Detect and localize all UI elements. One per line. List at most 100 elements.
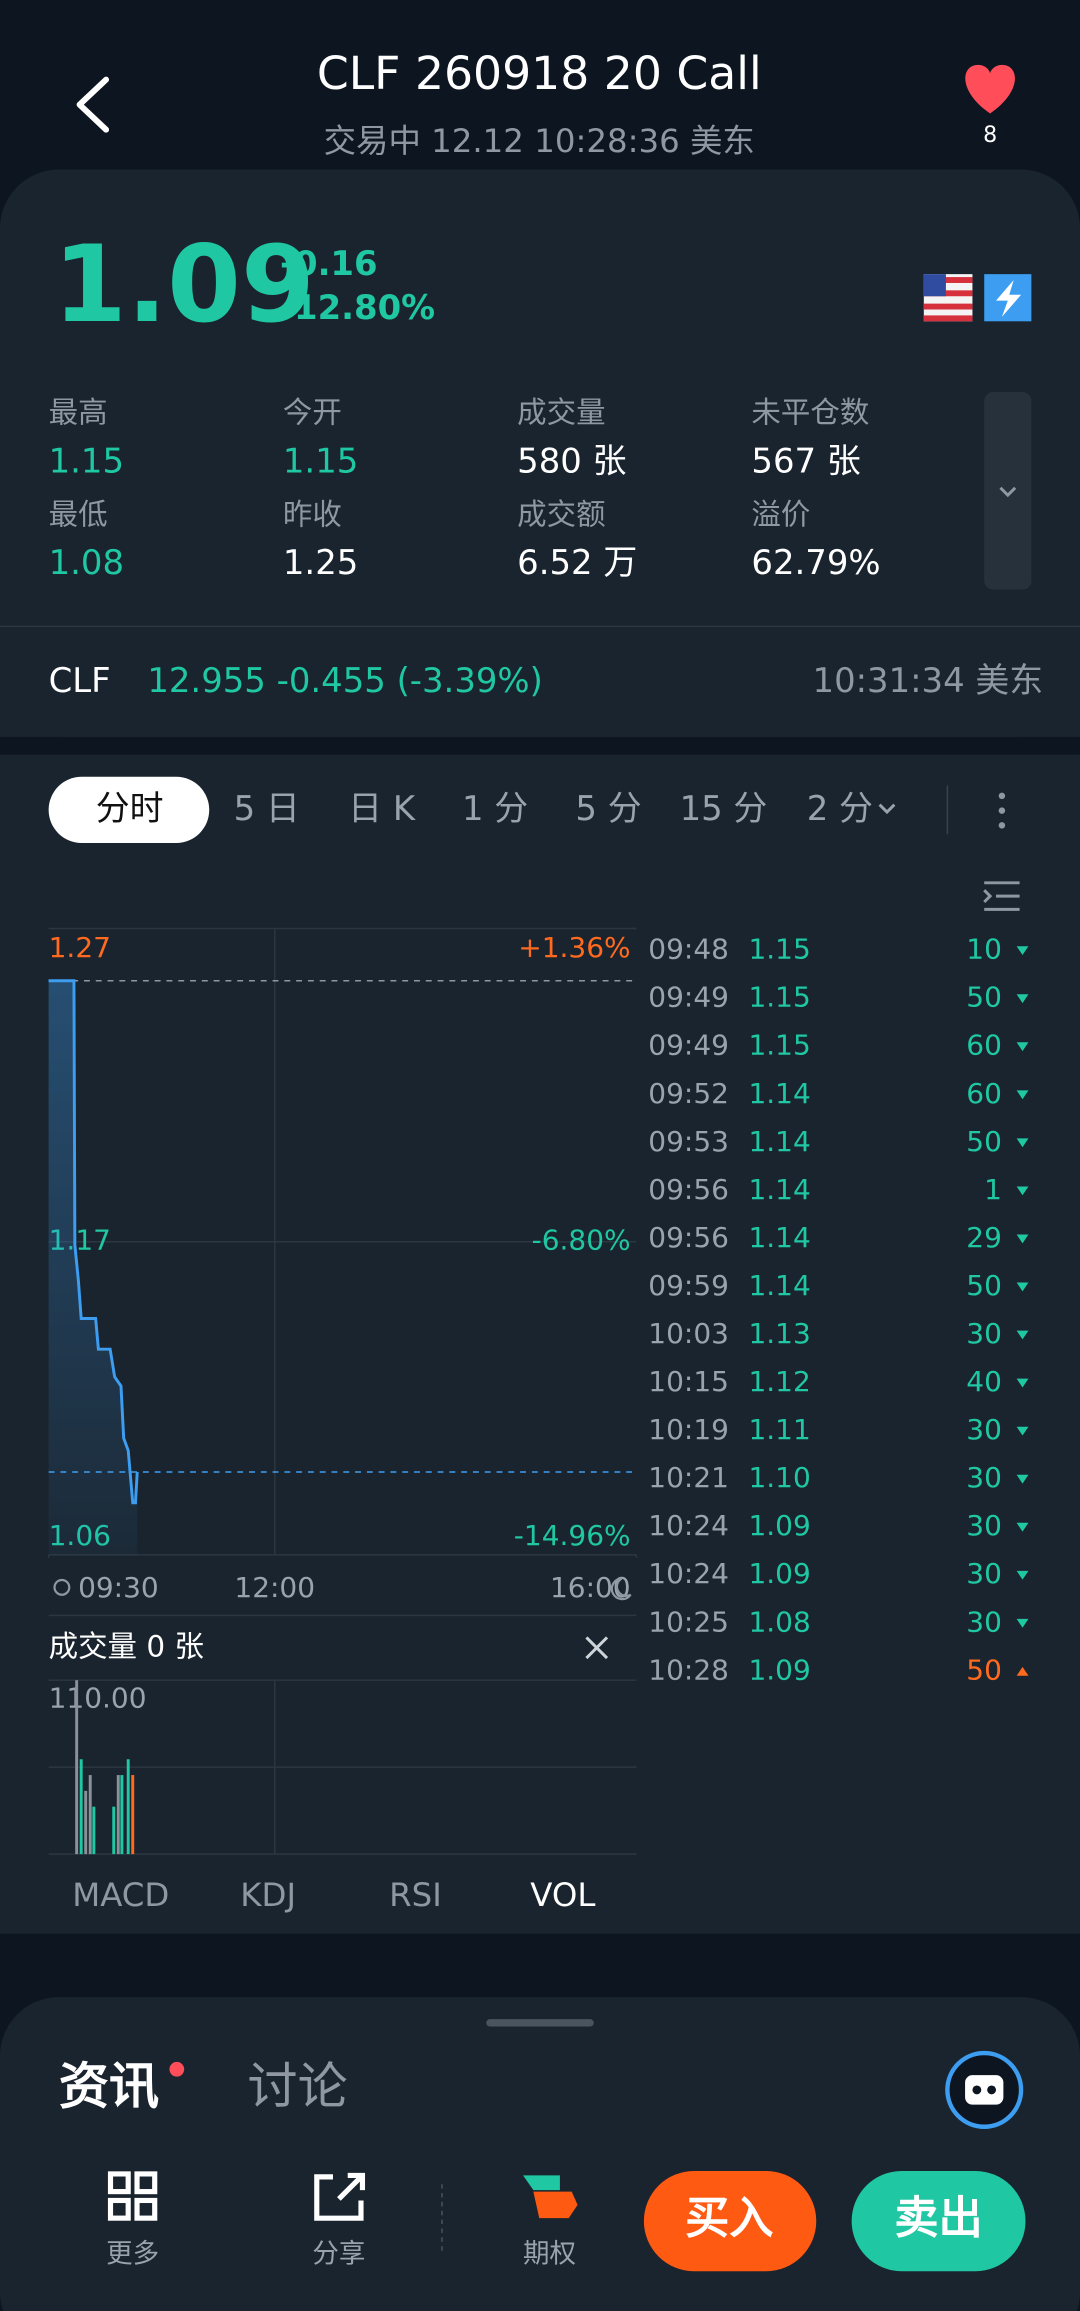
intraday-chart: 1.271.171.06+1.36%-6.80%-14.96%09:3012:0…	[47, 927, 638, 1855]
us-flag	[923, 274, 973, 322]
back-button[interactable]	[76, 76, 110, 133]
period-tab[interactable]: 5 日	[234, 789, 300, 828]
chart-card	[0, 754, 1080, 1934]
actions: 更多 分享 期权	[106, 2238, 576, 2269]
action-label[interactable]: 更多	[106, 2238, 159, 2269]
x-tick-label: 09:30	[78, 1571, 159, 1604]
trade-price: 1.11	[748, 1413, 810, 1446]
favorite-icon[interactable]	[965, 64, 1015, 114]
trade-arrow	[1016, 1426, 1029, 1436]
more-menu[interactable]	[998, 792, 1006, 829]
expand-button[interactable]	[984, 392, 1032, 590]
trade-time: 09:56	[648, 1173, 729, 1206]
trade-qty: 50	[966, 981, 1002, 1014]
trade-time: 10:19	[648, 1413, 729, 1446]
period-tab[interactable]: 15 分	[680, 789, 768, 828]
indicator-tab[interactable]: MACD	[72, 1876, 169, 1914]
trade-qty: 30	[966, 1557, 1002, 1590]
volume-bar	[131, 1775, 135, 1855]
trade-qty: 10	[966, 933, 1002, 966]
trade-qty: 40	[966, 1365, 1002, 1398]
trade-price: 1.14	[748, 1077, 810, 1110]
more-icon[interactable]	[107, 2171, 158, 2221]
trade-qty: 29	[966, 1221, 1002, 1254]
close-volume[interactable]	[585, 1636, 609, 1660]
stat-label: 成交量	[517, 396, 605, 430]
sheet-handle[interactable]	[486, 2019, 594, 2027]
y2-tick-label: +1.36%	[518, 931, 630, 964]
trade-time: 09:59	[648, 1269, 729, 1302]
trade-arrow	[1016, 1186, 1029, 1196]
trade-qty: 60	[966, 1077, 1002, 1110]
period-active[interactable]	[48, 776, 210, 844]
volume-tick-label: 110.00	[49, 1681, 147, 1714]
trade-qty: 30	[966, 1605, 1002, 1638]
indicator-tab[interactable]: RSI	[389, 1876, 442, 1914]
indicator-tab-active[interactable]: VOL	[530, 1876, 595, 1914]
trade-arrow	[1016, 1330, 1029, 1340]
underlying-quote: 12.955 -0.455 (-3.39%)	[147, 661, 542, 700]
trade-arrow	[1016, 1618, 1029, 1628]
trade-arrow	[1016, 1234, 1029, 1244]
feed-tab[interactable]: 讨论	[248, 2056, 348, 2115]
trade-arrow	[1016, 994, 1029, 1004]
period-tab-active[interactable]: 分时	[96, 789, 164, 828]
stat-value: 62.79%	[751, 543, 880, 582]
trade-price: 1.09	[748, 1509, 810, 1542]
underlying-symbol[interactable]: CLF	[49, 661, 111, 700]
options-icon[interactable]	[523, 2175, 578, 2219]
volume-bar	[120, 1775, 124, 1855]
trade-price: 1.14	[748, 1269, 810, 1302]
period-tab[interactable]: 5 分	[575, 789, 641, 828]
share-icon[interactable]	[314, 2172, 366, 2221]
trade-time: 09:53	[648, 1125, 729, 1158]
period-tab[interactable]: 1 分	[462, 789, 528, 828]
title: CLF 260918 20 Call	[317, 47, 762, 100]
trade-qty: 30	[966, 1461, 1002, 1494]
sell-button[interactable]	[851, 2170, 1026, 2272]
trade-list: 09:48 1.15 10 09:49 1.15 50 09:49 1.15 60 09:52 1.…	[648, 933, 1029, 1686]
action-label[interactable]: 分享	[312, 2238, 365, 2269]
expand-chevron	[999, 486, 1017, 498]
stat-label: 今开	[283, 396, 342, 430]
stat-value: 1.15	[283, 441, 358, 480]
trade-qty: 60	[966, 1029, 1002, 1062]
trade-arrow	[1016, 946, 1029, 956]
trade-time: 09:56	[648, 1221, 729, 1254]
trade-time: 10:15	[648, 1365, 729, 1398]
action-label[interactable]: 期权	[523, 2238, 576, 2269]
trade-arrow	[1016, 1570, 1029, 1580]
volume-bar	[88, 1775, 92, 1855]
volume-bar	[75, 1680, 79, 1855]
price-area	[48, 980, 138, 1555]
trade-qty: 50	[966, 1269, 1002, 1302]
trade-qty: 30	[966, 1317, 1002, 1350]
volume-bar	[84, 1790, 88, 1855]
trade-time: 10:21	[648, 1461, 729, 1494]
trade-price: 1.14	[748, 1125, 810, 1158]
y-tick-label: 1.27	[49, 931, 111, 964]
indicator-tab[interactable]: KDJ	[240, 1876, 296, 1914]
buy-button[interactable]	[643, 2170, 817, 2272]
period-tab[interactable]: 日 K	[348, 789, 416, 828]
volume-bar	[116, 1775, 120, 1855]
assistant-icon[interactable]	[945, 2050, 1024, 2129]
trade-arrow	[1016, 1522, 1029, 1532]
change: -0.16	[280, 244, 378, 283]
trade-price: 1.13	[748, 1317, 810, 1350]
trade-time: 09:48	[648, 933, 729, 966]
trade-price: 1.14	[748, 1173, 810, 1206]
stat-label: 最低	[49, 497, 108, 531]
list-icon[interactable]	[983, 881, 1020, 911]
trade-arrow	[1016, 1090, 1029, 1100]
period-tab[interactable]: 2 分	[807, 789, 873, 828]
trade-time: 10:24	[648, 1509, 729, 1542]
feed-tab-active[interactable]: 资讯	[59, 2056, 159, 2115]
lightning-icon	[984, 274, 1032, 322]
trade-price: 1.10	[748, 1461, 810, 1494]
x-tick-label: 12:00	[234, 1571, 315, 1604]
trade-time: 10:03	[648, 1317, 729, 1350]
trade-arrow	[1016, 1042, 1029, 1052]
